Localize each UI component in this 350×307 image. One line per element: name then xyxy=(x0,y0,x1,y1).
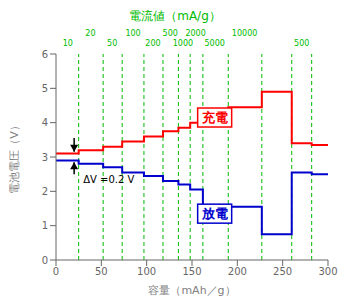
svg-text:0: 0 xyxy=(42,255,48,266)
svg-text:200: 200 xyxy=(145,39,160,48)
svg-text:1000: 1000 xyxy=(173,39,193,48)
svg-text:5000: 5000 xyxy=(204,39,224,48)
svg-text:3: 3 xyxy=(42,152,48,163)
svg-text:10000: 10000 xyxy=(232,29,257,38)
svg-text:500: 500 xyxy=(163,29,178,38)
svg-text:300: 300 xyxy=(318,266,337,277)
svg-text:500: 500 xyxy=(294,39,309,48)
svg-text:100: 100 xyxy=(125,29,140,38)
svg-text:200: 200 xyxy=(228,266,247,277)
svg-text:100: 100 xyxy=(137,266,156,277)
svg-text:20: 20 xyxy=(85,29,95,38)
svg-text:0: 0 xyxy=(53,266,59,277)
svg-text:250: 250 xyxy=(273,266,292,277)
svg-text:2: 2 xyxy=(42,186,48,197)
svg-text:充電: 充電 xyxy=(201,110,228,125)
svg-text:10: 10 xyxy=(63,39,73,48)
svg-text:5: 5 xyxy=(42,83,48,94)
svg-text:1: 1 xyxy=(42,220,48,231)
svg-text:放電: 放電 xyxy=(201,206,228,221)
svg-text:2000: 2000 xyxy=(185,29,205,38)
svg-text:50: 50 xyxy=(107,39,117,48)
svg-text:容量（mAh／g）: 容量（mAh／g） xyxy=(148,284,235,296)
svg-text:電池電圧（V）: 電池電圧（V） xyxy=(8,120,21,194)
svg-text:150: 150 xyxy=(182,266,201,277)
svg-text:6: 6 xyxy=(42,49,48,60)
svg-text:ΔV =0.2 V: ΔV =0.2 V xyxy=(83,174,134,185)
svg-text:4: 4 xyxy=(42,117,48,128)
html-text:電流値（mA/g）: 電流値（mA/g） xyxy=(129,9,221,23)
svg-text:50: 50 xyxy=(95,266,108,277)
